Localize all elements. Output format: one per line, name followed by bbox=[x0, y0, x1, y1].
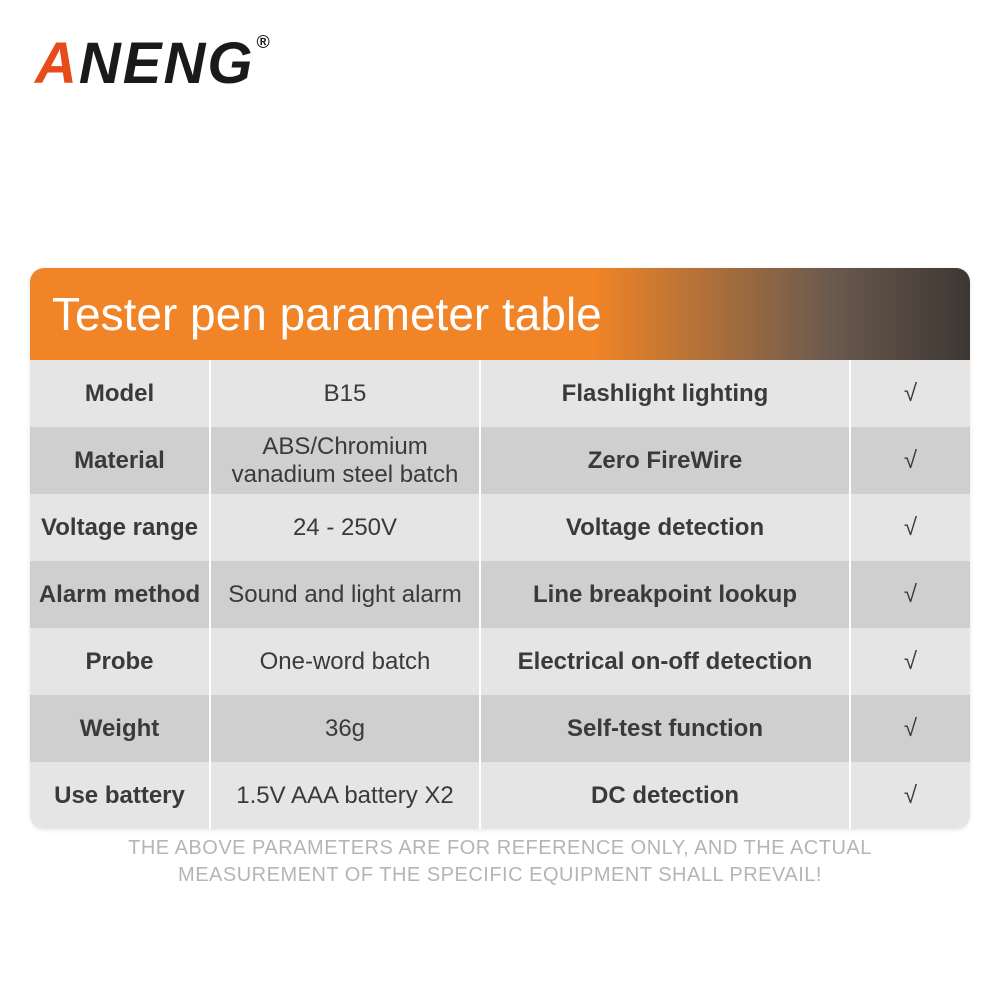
param-value: Sound and light alarm bbox=[210, 561, 480, 628]
table-row: Voltage range24 - 250VVoltage detection√ bbox=[30, 494, 970, 561]
parameter-table: ModelB15Flashlight lighting√MaterialABS/… bbox=[30, 360, 970, 829]
table-row: Use battery1.5V AAA battery X2DC detecti… bbox=[30, 762, 970, 829]
param-label: Weight bbox=[30, 695, 210, 762]
feature-check: √ bbox=[850, 427, 970, 494]
param-label: Probe bbox=[30, 628, 210, 695]
feature-check: √ bbox=[850, 494, 970, 561]
param-value: ABS/Chromiumvanadium steel batch bbox=[210, 427, 480, 494]
table-row: Alarm methodSound and light alarmLine br… bbox=[30, 561, 970, 628]
feature-label: Line breakpoint lookup bbox=[480, 561, 850, 628]
feature-label: Self-test function bbox=[480, 695, 850, 762]
table-title: Tester pen parameter table bbox=[30, 268, 970, 360]
registered-mark: ® bbox=[256, 32, 269, 53]
table-row: MaterialABS/Chromiumvanadium steel batch… bbox=[30, 427, 970, 494]
feature-check: √ bbox=[850, 628, 970, 695]
logo-rest: NENG bbox=[79, 31, 255, 96]
feature-check: √ bbox=[850, 695, 970, 762]
feature-label: Electrical on-off detection bbox=[480, 628, 850, 695]
param-value: One-word batch bbox=[210, 628, 480, 695]
feature-label: Voltage detection bbox=[480, 494, 850, 561]
table-row: ProbeOne-word batchElectrical on-off det… bbox=[30, 628, 970, 695]
param-value: B15 bbox=[210, 360, 480, 427]
disclaimer-footnote: THE ABOVE PARAMETERS ARE FOR REFERENCE O… bbox=[30, 835, 970, 889]
param-label: Material bbox=[30, 427, 210, 494]
param-label: Model bbox=[30, 360, 210, 427]
table-row: ModelB15Flashlight lighting√ bbox=[30, 360, 970, 427]
feature-check: √ bbox=[850, 360, 970, 427]
param-label: Use battery bbox=[30, 762, 210, 829]
feature-label: DC detection bbox=[480, 762, 850, 829]
feature-label: Flashlight lighting bbox=[480, 360, 850, 427]
feature-label: Zero FireWire bbox=[480, 427, 850, 494]
param-label: Voltage range bbox=[30, 494, 210, 561]
param-label: Alarm method bbox=[30, 561, 210, 628]
param-value: 36g bbox=[210, 695, 480, 762]
table-row: Weight36gSelf-test function√ bbox=[30, 695, 970, 762]
parameter-table-container: Tester pen parameter table ModelB15Flash… bbox=[30, 268, 970, 829]
logo-first-letter: A bbox=[35, 31, 79, 96]
param-value: 1.5V AAA battery X2 bbox=[210, 762, 480, 829]
brand-logo: ANENG ® bbox=[35, 30, 270, 97]
feature-check: √ bbox=[850, 762, 970, 829]
param-value: 24 - 250V bbox=[210, 494, 480, 561]
feature-check: √ bbox=[850, 561, 970, 628]
